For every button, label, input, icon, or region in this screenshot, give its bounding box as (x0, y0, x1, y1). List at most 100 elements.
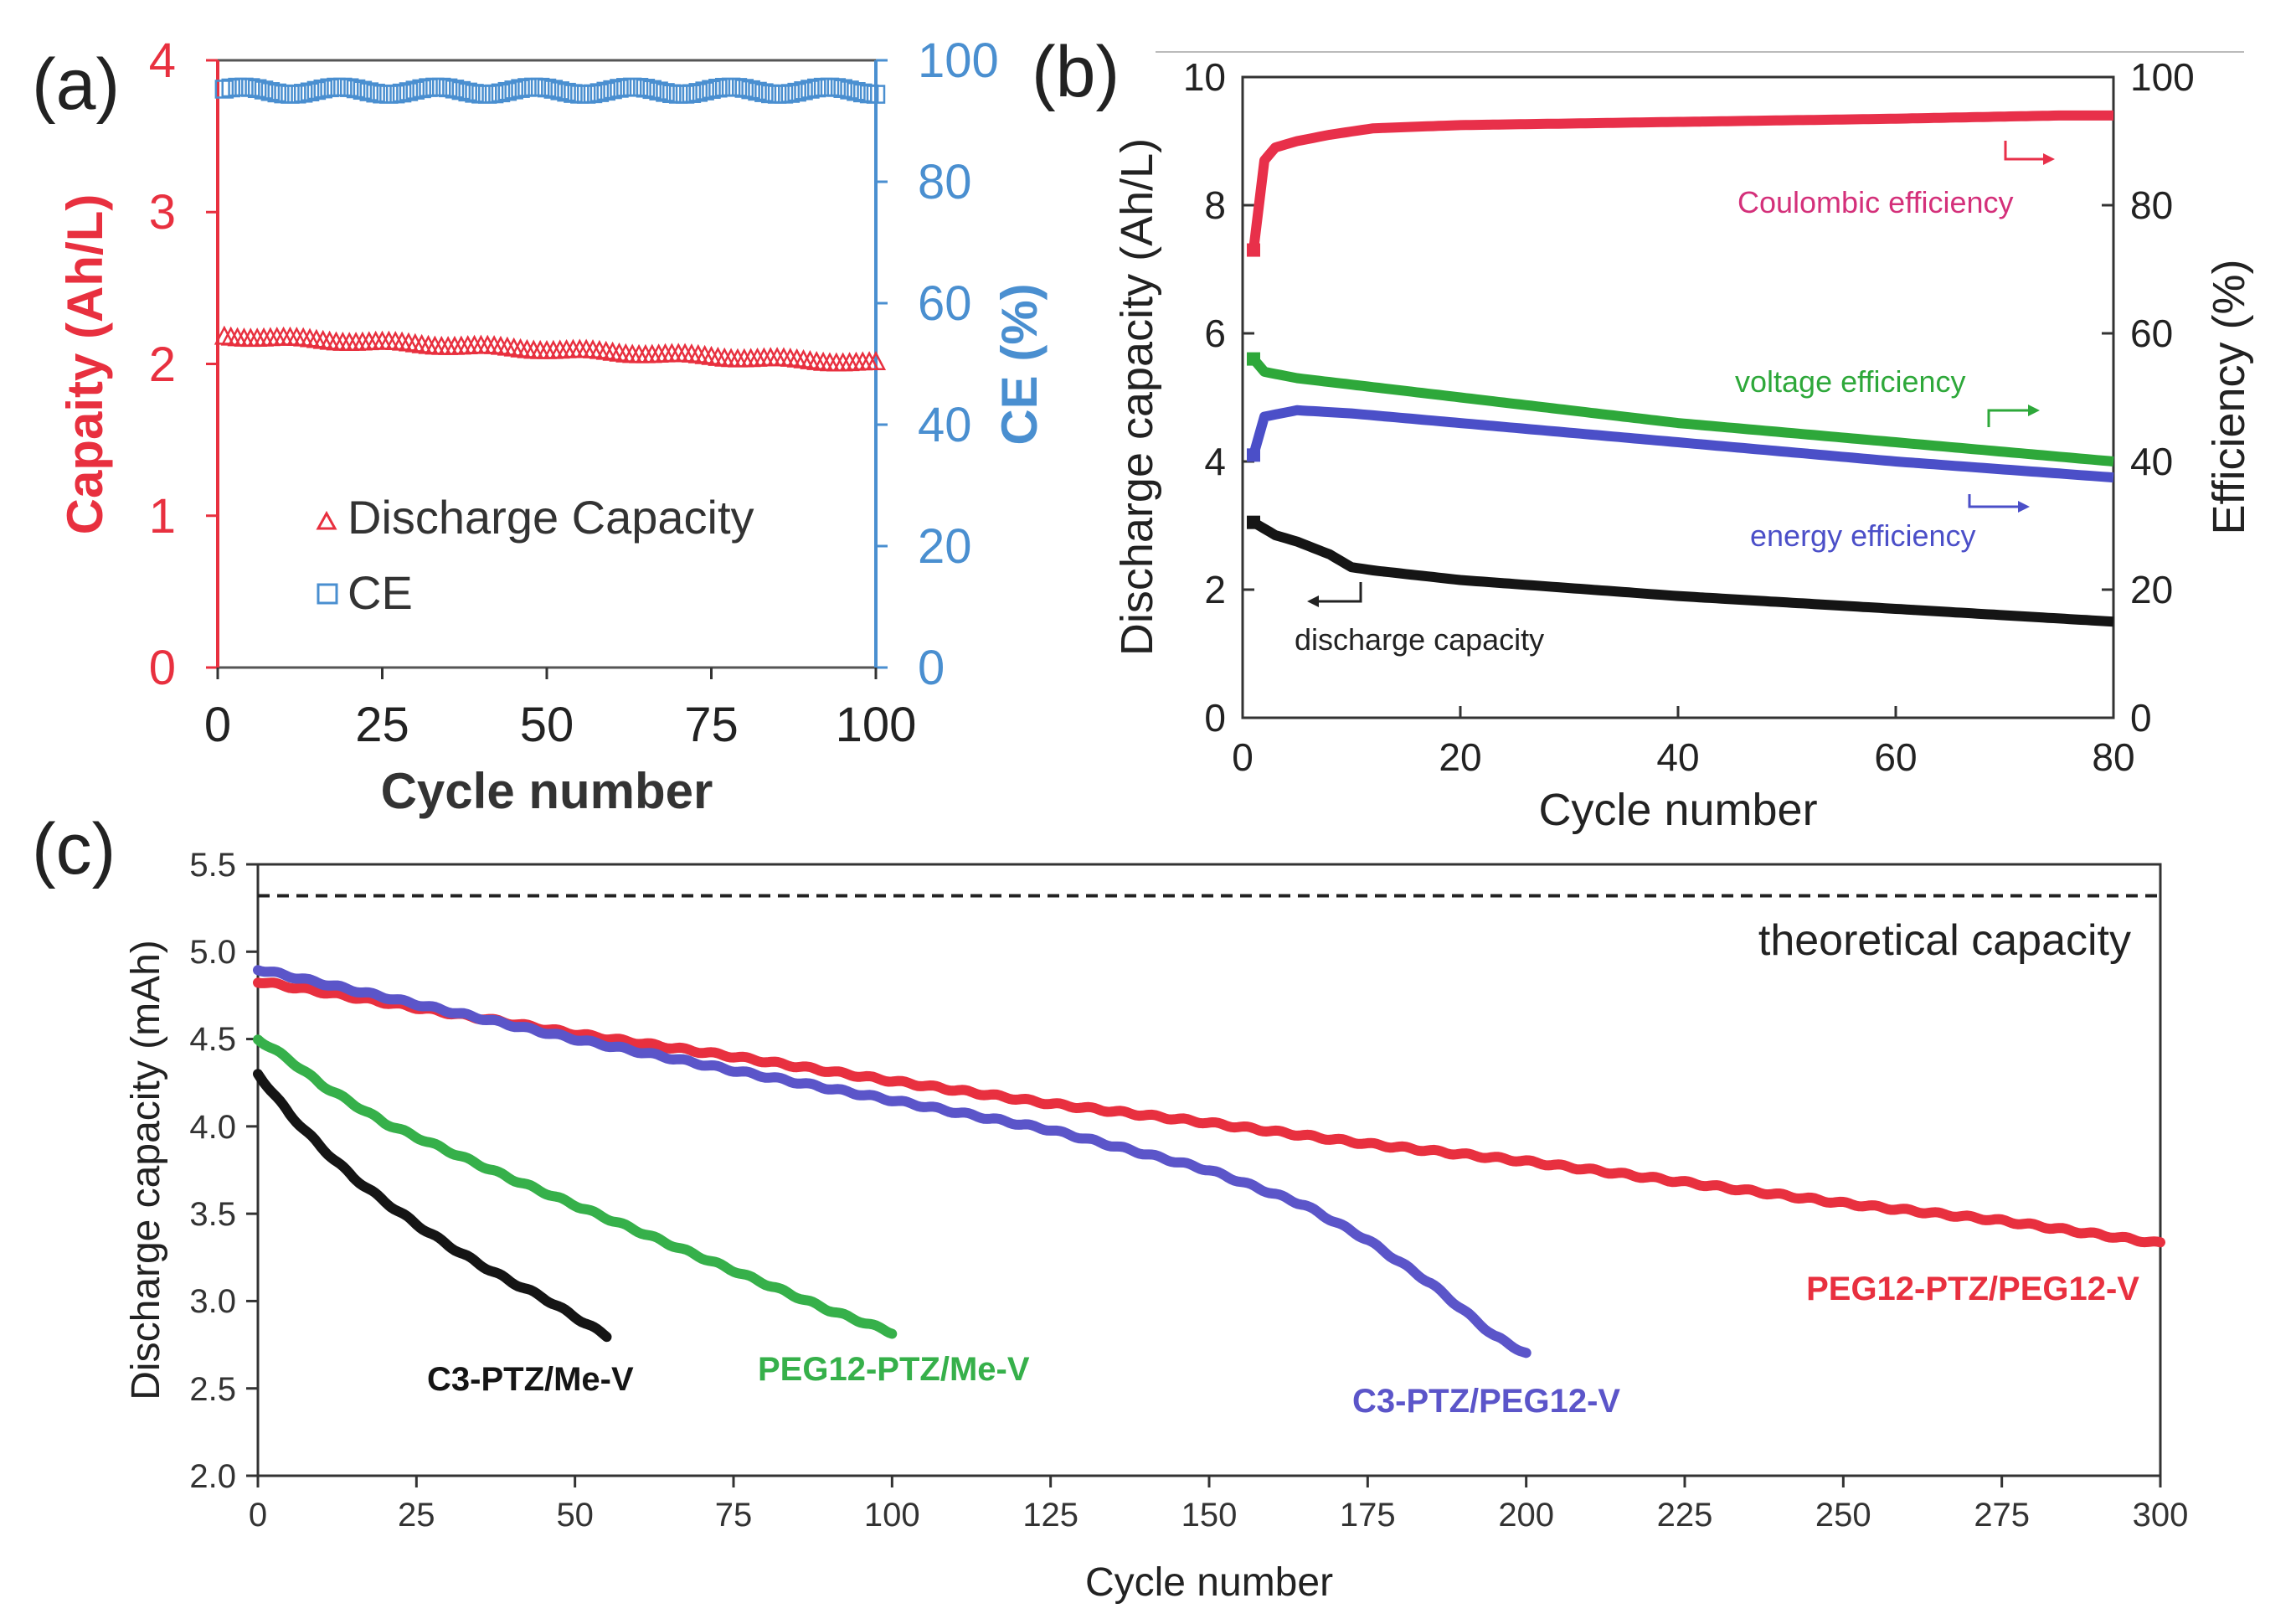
discharge-capacity-line (1250, 518, 2114, 627)
ce-marker (497, 81, 517, 101)
b-ytick-left: 8 (1204, 183, 1226, 227)
ce-marker (214, 80, 234, 99)
a-ylabel-left: Capaity (Ah/L) (57, 194, 113, 535)
c-series-label-c3-me: C3-PTZ/Me-V (427, 1361, 634, 1398)
b-arrow-discharge (1319, 582, 1362, 603)
c-xtick-label: 75 (715, 1497, 753, 1534)
ce-marker (734, 79, 754, 98)
panel-c: (c) theoretical capacity 0 25 50 75 100 … (32, 809, 2188, 1605)
b-ylabel-left: Discharge capacity (Ah/L) (1112, 138, 1162, 656)
b-annotation-voltage: voltage efficiency (1735, 364, 1966, 399)
ce-marker (392, 83, 412, 103)
ce-marker (557, 82, 576, 102)
b-xtick-label: 20 (1439, 735, 1481, 779)
c-xtick-label: 275 (1974, 1497, 2030, 1534)
ce-marker (300, 82, 320, 102)
a-xtick-label: 100 (836, 698, 917, 752)
c-ytick-label: 2.5 (189, 1371, 236, 1408)
b-xtick-label: 0 (1232, 735, 1254, 779)
ce-marker (780, 84, 801, 103)
b-ytick-right: 40 (2130, 440, 2173, 483)
ce-marker (794, 81, 813, 101)
ce-marker (353, 80, 373, 101)
c-xtick-label: 250 (1815, 1497, 1871, 1534)
ce-marker (688, 83, 708, 102)
energy-efficiency-line (1248, 405, 2114, 483)
ce-marker (622, 77, 642, 97)
b-xtick-label: 60 (1874, 735, 1917, 779)
ce-marker (254, 80, 274, 100)
ce-marker (702, 80, 721, 100)
voltage-efficiency-marker (1247, 352, 1260, 366)
ce-marker (801, 80, 820, 99)
c-xtick-label: 300 (2133, 1497, 2189, 1534)
a-ytick-left: 2 (149, 338, 176, 392)
panel-a-label: (a) (32, 44, 120, 125)
b-ytick-right: 60 (2130, 312, 2173, 355)
a-legend-label: Discharge Capacity (347, 491, 754, 544)
ce-marker (656, 83, 675, 102)
ce-marker (787, 82, 806, 102)
ce-marker (589, 83, 610, 102)
ce-marker (636, 79, 656, 98)
a-ytick-left: 4 (149, 34, 176, 88)
c-xtick-label: 200 (1498, 1497, 1554, 1534)
a-ylabel-right: CE (%) (991, 283, 1048, 445)
a-legend-triangle-marker (316, 510, 337, 530)
panel-b: (b) 0 20 40 60 80 0 2 4 6 8 10 0 20 40 6… (1032, 32, 2254, 835)
panel-c-ticks (246, 863, 2162, 1487)
c-ytick-label: 3.0 (189, 1283, 236, 1320)
ce-marker (339, 78, 359, 97)
ce-marker (741, 80, 760, 100)
coulombic-efficiency-marker (1247, 243, 1260, 257)
b-arrow-coulombic (2004, 141, 2043, 161)
c-series-label-peg12-me: PEG12-PTZ/Me-V (758, 1351, 1030, 1388)
b-arrow-energy (1968, 494, 2018, 508)
ce-marker (379, 85, 399, 104)
ce-marker (866, 85, 886, 104)
panel-b-label: (b) (1032, 32, 1120, 112)
ce-marker (504, 80, 523, 100)
c-ytick-label: 4.5 (189, 1021, 236, 1058)
peg12-ptz-peg12-v-line (253, 977, 2165, 1248)
ce-marker (695, 81, 714, 101)
b-ytick-left: 0 (1204, 696, 1226, 740)
ce-marker (721, 77, 741, 97)
c-ytick-label: 2.0 (189, 1458, 236, 1495)
b-arrowhead-coulombic (2043, 153, 2055, 165)
energy-efficiency-marker (1247, 448, 1260, 462)
ce-marker (840, 80, 859, 100)
b-ytick-left: 6 (1204, 312, 1226, 355)
b-arrowhead-discharge (1307, 595, 1319, 607)
ce-marker (451, 80, 471, 101)
discharge-capacity-marker (1247, 515, 1260, 529)
a-ytick-right: 40 (918, 398, 972, 452)
c-ylabel: Discharge capacity (mAh) (124, 940, 168, 1400)
b-annotation-energy: energy efficiency (1750, 518, 1976, 553)
c-ytick-label: 5.0 (189, 934, 236, 971)
ce-marker (281, 85, 300, 104)
c-xtick-label: 25 (398, 1497, 435, 1534)
c-series-label-c3-peg12: C3-PTZ/PEG12-V (1352, 1383, 1620, 1420)
peg12-ptz-me-v-line (253, 1034, 898, 1339)
a-xlabel: Cycle number (381, 763, 713, 819)
c-xtick-label: 175 (1340, 1497, 1396, 1534)
panel-c-marks (253, 965, 2165, 1358)
ce-marker (478, 85, 497, 104)
ce-marker (537, 78, 557, 98)
ce-marker (313, 79, 333, 99)
b-xlabel: Cycle number (1538, 785, 1817, 835)
a-legend-label: CE (347, 566, 413, 619)
ce-marker (603, 80, 622, 100)
b-ytick-right: 0 (2130, 696, 2152, 740)
a-xtick-label: 0 (204, 698, 231, 752)
a-legend-square-marker (317, 583, 338, 605)
b-annotation-coulombic: Coulombic efficiency (1737, 185, 2013, 219)
c-xtick-label: 150 (1181, 1497, 1238, 1534)
b-ytick-right: 80 (2130, 183, 2173, 227)
ce-marker (596, 81, 615, 101)
ce-marker (247, 79, 267, 99)
panel-a: (a) 0 25 50 75 100 0 1 2 3 4 0 20 40 60 … (32, 34, 1048, 819)
coulombic-efficiency-line (1248, 110, 2113, 251)
